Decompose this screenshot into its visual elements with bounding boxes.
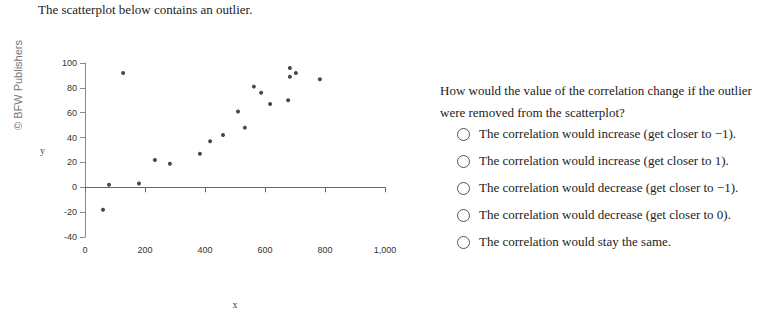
svg-text:600: 600	[257, 245, 272, 255]
svg-text:400: 400	[197, 245, 212, 255]
svg-text:100: 100	[62, 58, 77, 68]
svg-text:-40: -40	[64, 232, 77, 242]
html-text:The correlation would stay the: The correlation would stay the same.	[479, 234, 672, 249]
html-text:How would the value of the cor: How would the value of the correlation c…	[440, 83, 752, 120]
html-text:The correlation would increase: The correlation would increase (get clos…	[479, 126, 737, 141]
svg-text:0: 0	[72, 182, 77, 192]
svg-text:1,000: 1,000	[374, 245, 397, 255]
html-text:The correlation would increase: The correlation would increase (get clos…	[479, 153, 729, 168]
html-text:The scatterplot below contains: The scatterplot below contains an outlie…	[38, 2, 253, 17]
svg-text:60: 60	[67, 108, 77, 118]
svg-text:x: x	[233, 299, 238, 310]
svg-text:200: 200	[137, 245, 152, 255]
svg-text:y: y	[40, 145, 45, 156]
svg-text:-20: -20	[64, 207, 77, 217]
svg-text:20: 20	[67, 157, 77, 167]
svg-text:80: 80	[67, 83, 77, 93]
html-text:The correlation would decrease: The correlation would decrease (get clos…	[479, 180, 739, 195]
svg-text:0: 0	[82, 245, 87, 255]
html-text:The correlation would decrease: The correlation would decrease (get clos…	[479, 207, 731, 222]
svg-text:40: 40	[67, 133, 77, 143]
html-text:© BFW Publishers: © BFW Publishers	[12, 40, 24, 130]
svg-text:800: 800	[317, 245, 332, 255]
